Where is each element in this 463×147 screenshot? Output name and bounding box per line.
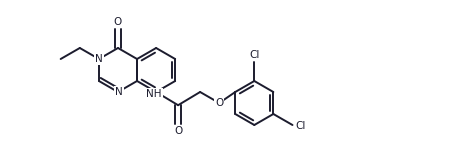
Text: O: O: [114, 17, 122, 27]
Text: N: N: [95, 54, 103, 64]
Text: O: O: [174, 126, 182, 136]
Text: Cl: Cl: [249, 50, 259, 60]
Text: NH: NH: [146, 89, 162, 99]
Text: O: O: [215, 98, 223, 108]
Text: Cl: Cl: [295, 121, 306, 131]
Text: N: N: [115, 87, 123, 97]
